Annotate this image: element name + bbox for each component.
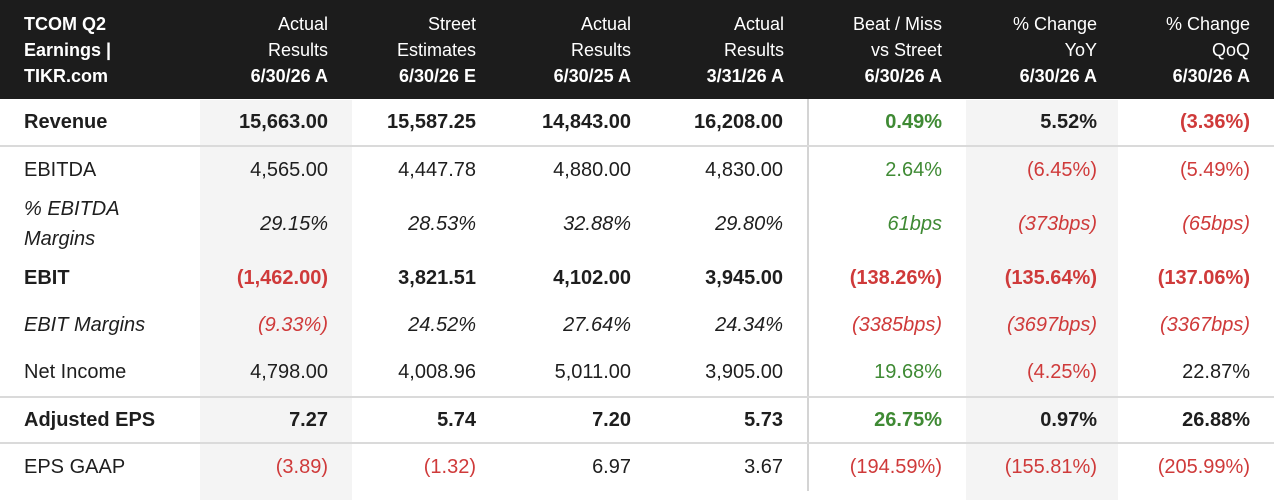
column-header-change-yoy: % Change YoY 6/30/26 A [966, 0, 1121, 99]
table-cell: 3.67 [744, 456, 783, 478]
table-cell: 22.87% [1121, 349, 1274, 398]
row-label: Net Income [0, 349, 200, 398]
table-cell: 26.88% [1121, 397, 1274, 444]
table-cell: 24.34% [715, 313, 783, 336]
column-header-actual-q2-26: Actual Results 6/30/26 A [200, 0, 352, 99]
table-cell: 15,663.00 [200, 99, 352, 147]
header-row: TCOM Q2 Earnings | TIKR.com Actual Resul… [0, 0, 1274, 99]
table-cell: 3,945.00 [705, 266, 783, 289]
table-cell: 3,905.00 [655, 349, 808, 398]
table-cell: 4,447.78 [398, 158, 476, 181]
table-row-eps-gaap: EPS GAAP (3.89) (1.32) 6.97 3.67 (194.59… [0, 443, 1274, 491]
row-label: EPS GAAP [24, 456, 126, 478]
table-cell: 7.27 [200, 397, 352, 444]
column-header-actual-q1-26: Actual Results 3/31/26 A [655, 0, 808, 99]
table-cell: 0.49% [807, 99, 966, 147]
title-line: TCOM Q2 [24, 13, 107, 34]
table-cell: 4,008.96 [352, 349, 500, 398]
table-cell: (3.36%) [1121, 99, 1274, 147]
table-row-net-income: Net Income 4,798.00 4,008.96 5,011.00 3,… [0, 349, 1274, 398]
table-cell: (194.59%) [807, 443, 966, 491]
row-label: Revenue [0, 99, 200, 147]
table-cell: (3367bps) [1159, 313, 1250, 336]
table-cell: 61bps [807, 193, 966, 255]
table-row-revenue: Revenue 15,663.00 15,587.25 14,843.00 16… [0, 99, 1274, 147]
table-cell: 19.68% [807, 349, 966, 398]
table-cell: (137.06%) [1157, 266, 1250, 289]
column-header-actual-q2-25: Actual Results 6/30/25 A [500, 0, 655, 99]
table-cell: (373bps) [1018, 212, 1097, 235]
table-cell: (3385bps) [807, 301, 966, 349]
table-cell: (3.89) [275, 456, 328, 478]
table-cell: 29.15% [260, 212, 328, 235]
table-cell: (205.99%) [1157, 456, 1250, 478]
table-row-ebitda-margins: % EBITDA Margins 29.15% 28.53% 32.88% 29… [0, 193, 1274, 255]
table-cell: 28.53% [408, 212, 476, 235]
table-cell: 4,565.00 [250, 158, 328, 181]
row-label: EBITDA [24, 158, 97, 181]
table-cell: 15,587.25 [352, 99, 500, 147]
table-cell: (5.49%) [1179, 158, 1250, 181]
table-cell: 4,880.00 [553, 158, 631, 181]
table-cell: 27.64% [563, 313, 631, 336]
table-cell: 5,011.00 [500, 349, 655, 398]
table-cell: 7.20 [500, 397, 655, 444]
table-cell: (9.33%) [257, 313, 328, 336]
column-header-street-estimates: Street Estimates 6/30/26 E [352, 0, 500, 99]
table-cell: 0.97% [966, 397, 1121, 444]
table-cell: (65bps) [1182, 212, 1250, 235]
table-cell: 4,102.00 [553, 266, 631, 289]
table-cell: 5.52% [966, 99, 1121, 147]
table-cell: (155.81%) [1004, 456, 1097, 478]
column-header-beat-miss: Beat / Miss vs Street 6/30/26 A [808, 0, 966, 99]
table-cell: (1.32) [423, 456, 476, 478]
table-cell: 5.74 [352, 397, 500, 444]
row-label: % EBITDA Margins [24, 198, 119, 250]
earnings-table: TCOM Q2 Earnings | TIKR.com Actual Resul… [0, 0, 1274, 491]
table-row-ebit-margins: EBIT Margins (9.33%) 24.52% 27.64% 24.34… [0, 301, 1274, 349]
table-cell: 4,798.00 [200, 349, 352, 398]
table-cell: 5.73 [655, 397, 808, 444]
table-cell: 3,821.51 [398, 266, 476, 289]
table-cell: 4,830.00 [705, 158, 783, 181]
table-row-ebitda: EBITDA 4,565.00 4,447.78 4,880.00 4,830.… [0, 146, 1274, 193]
table-cell: 14,843.00 [500, 99, 655, 147]
table-cell: 2.64% [807, 146, 966, 193]
table-cell: 24.52% [408, 313, 476, 336]
table-cell: 6.97 [592, 456, 631, 478]
table-cell: 16,208.00 [655, 99, 808, 147]
column-header-change-qoq: % Change QoQ 6/30/26 A [1121, 0, 1274, 99]
table-cell: (6.45%) [1026, 158, 1097, 181]
title-line: TIKR.com [24, 65, 109, 86]
row-label: EBIT [24, 266, 70, 289]
table-cell: (3697bps) [1006, 313, 1097, 336]
table-cell: 32.88% [563, 212, 631, 235]
table-cell: (1,462.00) [236, 266, 328, 289]
table-cell: (4.25%) [966, 349, 1121, 398]
row-label: EBIT Margins [24, 313, 146, 336]
table-row-adjusted-eps: Adjusted EPS 7.27 5.74 7.20 5.73 26.75% … [0, 397, 1274, 444]
title-line: Earnings | [24, 39, 112, 60]
table-cell: (135.64%) [1004, 266, 1097, 289]
row-label: Adjusted EPS [0, 397, 200, 444]
table-cell: (138.26%) [807, 255, 966, 301]
table-row-ebit: EBIT (1,462.00) 3,821.51 4,102.00 3,945.… [0, 255, 1274, 301]
table-title: TCOM Q2 Earnings | TIKR.com [0, 0, 200, 99]
table-cell: 26.75% [807, 397, 966, 444]
table-cell: 29.80% [715, 212, 783, 235]
